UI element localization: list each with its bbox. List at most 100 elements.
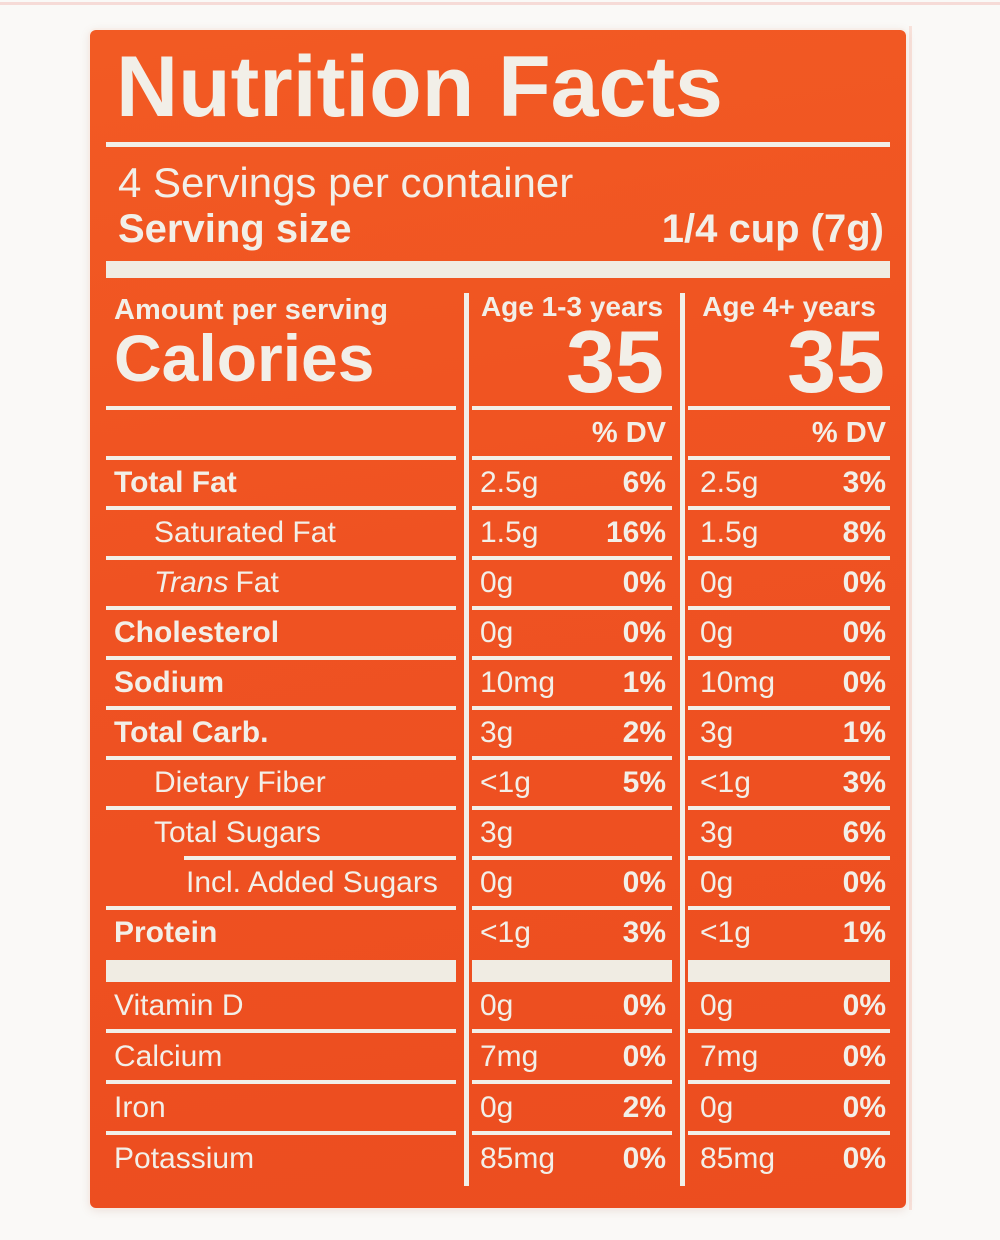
nutrient-name: Dietary Fiber	[154, 766, 326, 799]
age-1-3-values-cell: <1g 3%	[472, 910, 672, 960]
age-1-3-values-cell: 2.5g 6%	[472, 460, 672, 510]
nutrient-dv: 0%	[622, 566, 666, 599]
vitamin-dv: 0%	[622, 1039, 666, 1073]
age-4-values-cell: 1.5g 8%	[688, 510, 890, 560]
nutrient-row-total-fat: Total Fat 2.5g 6% 2.5g 3%	[106, 460, 890, 510]
column-divider	[464, 293, 469, 1186]
age-4-values-cell: 7mg 0%	[688, 1033, 890, 1084]
age-1-3-values-cell: 85mg 0%	[472, 1135, 672, 1186]
vitamin-dv: 0%	[842, 1090, 886, 1124]
vitamin-amount: 0g	[480, 988, 514, 1022]
vitamin-amount: 0g	[700, 988, 734, 1022]
nutrient-row-sodium: Sodium 10mg 1% 10mg 0%	[106, 660, 890, 710]
amount-per-serving-label: Amount per serving	[114, 294, 388, 326]
vitamin-row-iron: Iron 0g 2% 0g 0%	[106, 1084, 890, 1135]
serving-size-row: Serving size 1/4 cup (7g)	[118, 207, 884, 251]
nutrient-amount: 0g	[700, 616, 734, 649]
age-4-calories-value: 35	[787, 312, 885, 411]
separator-segment	[106, 960, 456, 982]
vitamin-name-cell: Calcium	[106, 1033, 456, 1084]
nutrient-name-cell: Saturated Fat	[106, 510, 456, 560]
photo-edge-artifact	[0, 2, 1000, 5]
nutrient-amount: 3g	[480, 716, 514, 749]
nutrient-dv: 1%	[842, 716, 886, 749]
nutrient-name: Total Carb.	[114, 716, 269, 749]
vitamin-dv: 0%	[842, 988, 886, 1022]
nutrient-dv: 3%	[842, 766, 886, 799]
nutrient-dv: 6%	[622, 466, 666, 499]
nutrient-amount: 0g	[480, 866, 514, 899]
nutrient-name: Protein	[114, 916, 218, 949]
calories-label-cell: Amount per serving Calories	[106, 285, 456, 410]
nutrient-amount: <1g	[480, 766, 531, 799]
vitamin-dv: 0%	[622, 988, 666, 1022]
vitamin-name: Vitamin D	[114, 988, 244, 1022]
age-4-values-cell: 3g 1%	[688, 710, 890, 760]
nutrient-amount: 1.5g	[700, 516, 759, 549]
nutrition-facts-panel: Nutrition Facts 4 Servings per container…	[90, 30, 906, 1208]
nutrient-dv: 5%	[622, 766, 666, 799]
photo-edge-artifact	[909, 26, 912, 1210]
vitamin-name: Iron	[114, 1090, 166, 1124]
age-4-values-cell: 0g 0%	[688, 610, 890, 660]
age-1-3-values-cell: 1.5g 16%	[472, 510, 672, 560]
vitamin-name: Calcium	[114, 1039, 223, 1073]
serving-size-value: 1/4 cup (7g)	[661, 207, 884, 251]
age-4-values-cell: 0g 0%	[688, 1084, 890, 1135]
age-4-values-cell: 3g 6%	[688, 810, 890, 860]
nutrient-dv: 3%	[622, 916, 666, 949]
nutrient-name: Total Fat	[114, 466, 237, 499]
age-4-values-cell: 85mg 0%	[688, 1135, 890, 1186]
nutrition-table: Amount per serving Calories Age 1-3 year…	[106, 285, 890, 1186]
age-4-values-cell: <1g 1%	[688, 910, 890, 960]
column-divider	[680, 293, 685, 1186]
nutrient-dv: 0%	[842, 666, 886, 699]
nutrient-name-cell: Trans Fat	[106, 560, 456, 610]
nutrient-name-cell: Protein	[106, 910, 456, 960]
age-1-3-values-cell: 7mg 0%	[472, 1033, 672, 1084]
age-1-3-calories-value: 35	[566, 312, 664, 411]
nutrient-name: Total Sugars	[154, 816, 321, 849]
nutrient-row-protein: Protein <1g 3% <1g 1%	[106, 910, 890, 960]
dv-header-row: % DV % DV	[106, 410, 890, 460]
age-1-3-values-cell: <1g 5%	[472, 760, 672, 810]
nutrient-name-cell: Total Carb.	[106, 710, 456, 760]
calories-label: Calories	[114, 321, 375, 395]
nutrient-amount: 0g	[480, 566, 514, 599]
vitamin-amount: 0g	[700, 1090, 734, 1124]
thick-separator-row	[106, 960, 890, 982]
age-4-values-cell: <1g 3%	[688, 760, 890, 810]
nutrient-dv: 0%	[622, 866, 666, 899]
nutrient-name-cell: Dietary Fiber	[106, 760, 456, 810]
age-4-header: Age 4+ years	[702, 291, 876, 322]
nutrient-amount: 2.5g	[480, 466, 539, 499]
age-1-3-values-cell: 0g 0%	[472, 610, 672, 660]
dv-header: % DV	[591, 416, 666, 449]
age-4-column-header-cell: Age 4+ years 35	[688, 285, 890, 410]
nutrient-name: Saturated Fat	[154, 516, 336, 549]
nutrient-dv: 0%	[842, 566, 886, 599]
nutrient-name: Cholesterol	[114, 616, 280, 649]
nutrient-name-cell: Cholesterol	[106, 610, 456, 660]
nutrient-name-cell: Incl. Added Sugars	[106, 860, 456, 910]
age-1-3-values-cell: 0g 2%	[472, 1084, 672, 1135]
dv-header-cell: % DV	[688, 410, 890, 460]
nutrient-dv: 6%	[842, 816, 886, 849]
nutrient-amount: 10mg	[480, 666, 556, 699]
age-1-3-values-cell: 10mg 1%	[472, 660, 672, 710]
age-1-3-column-header-cell: Age 1-3 years 35	[472, 285, 672, 410]
nutrient-amount: 0g	[480, 616, 514, 649]
vitamin-name-cell: Vitamin D	[106, 982, 456, 1033]
nutrient-name-cell: Total Fat	[106, 460, 456, 510]
age-1-3-values-cell: 0g 0%	[472, 860, 672, 910]
nutrient-amount: 10mg	[700, 666, 776, 699]
nutrient-row-added-sugars: Incl. Added Sugars 0g 0% 0g 0%	[106, 860, 890, 910]
nutrient-amount: 3g	[700, 716, 734, 749]
age-4-values-cell: 0g 0%	[688, 982, 890, 1033]
nutrient-row-total-carb: Total Carb. 3g 2% 3g 1%	[106, 710, 890, 760]
nutrient-dv: 1%	[622, 666, 666, 699]
vitamin-dv: 2%	[622, 1090, 666, 1124]
nutrient-amount: 1.5g	[480, 516, 539, 549]
age-1-3-values-cell: 3g 2%	[472, 710, 672, 760]
nutrient-name-cell: Sodium	[106, 660, 456, 710]
